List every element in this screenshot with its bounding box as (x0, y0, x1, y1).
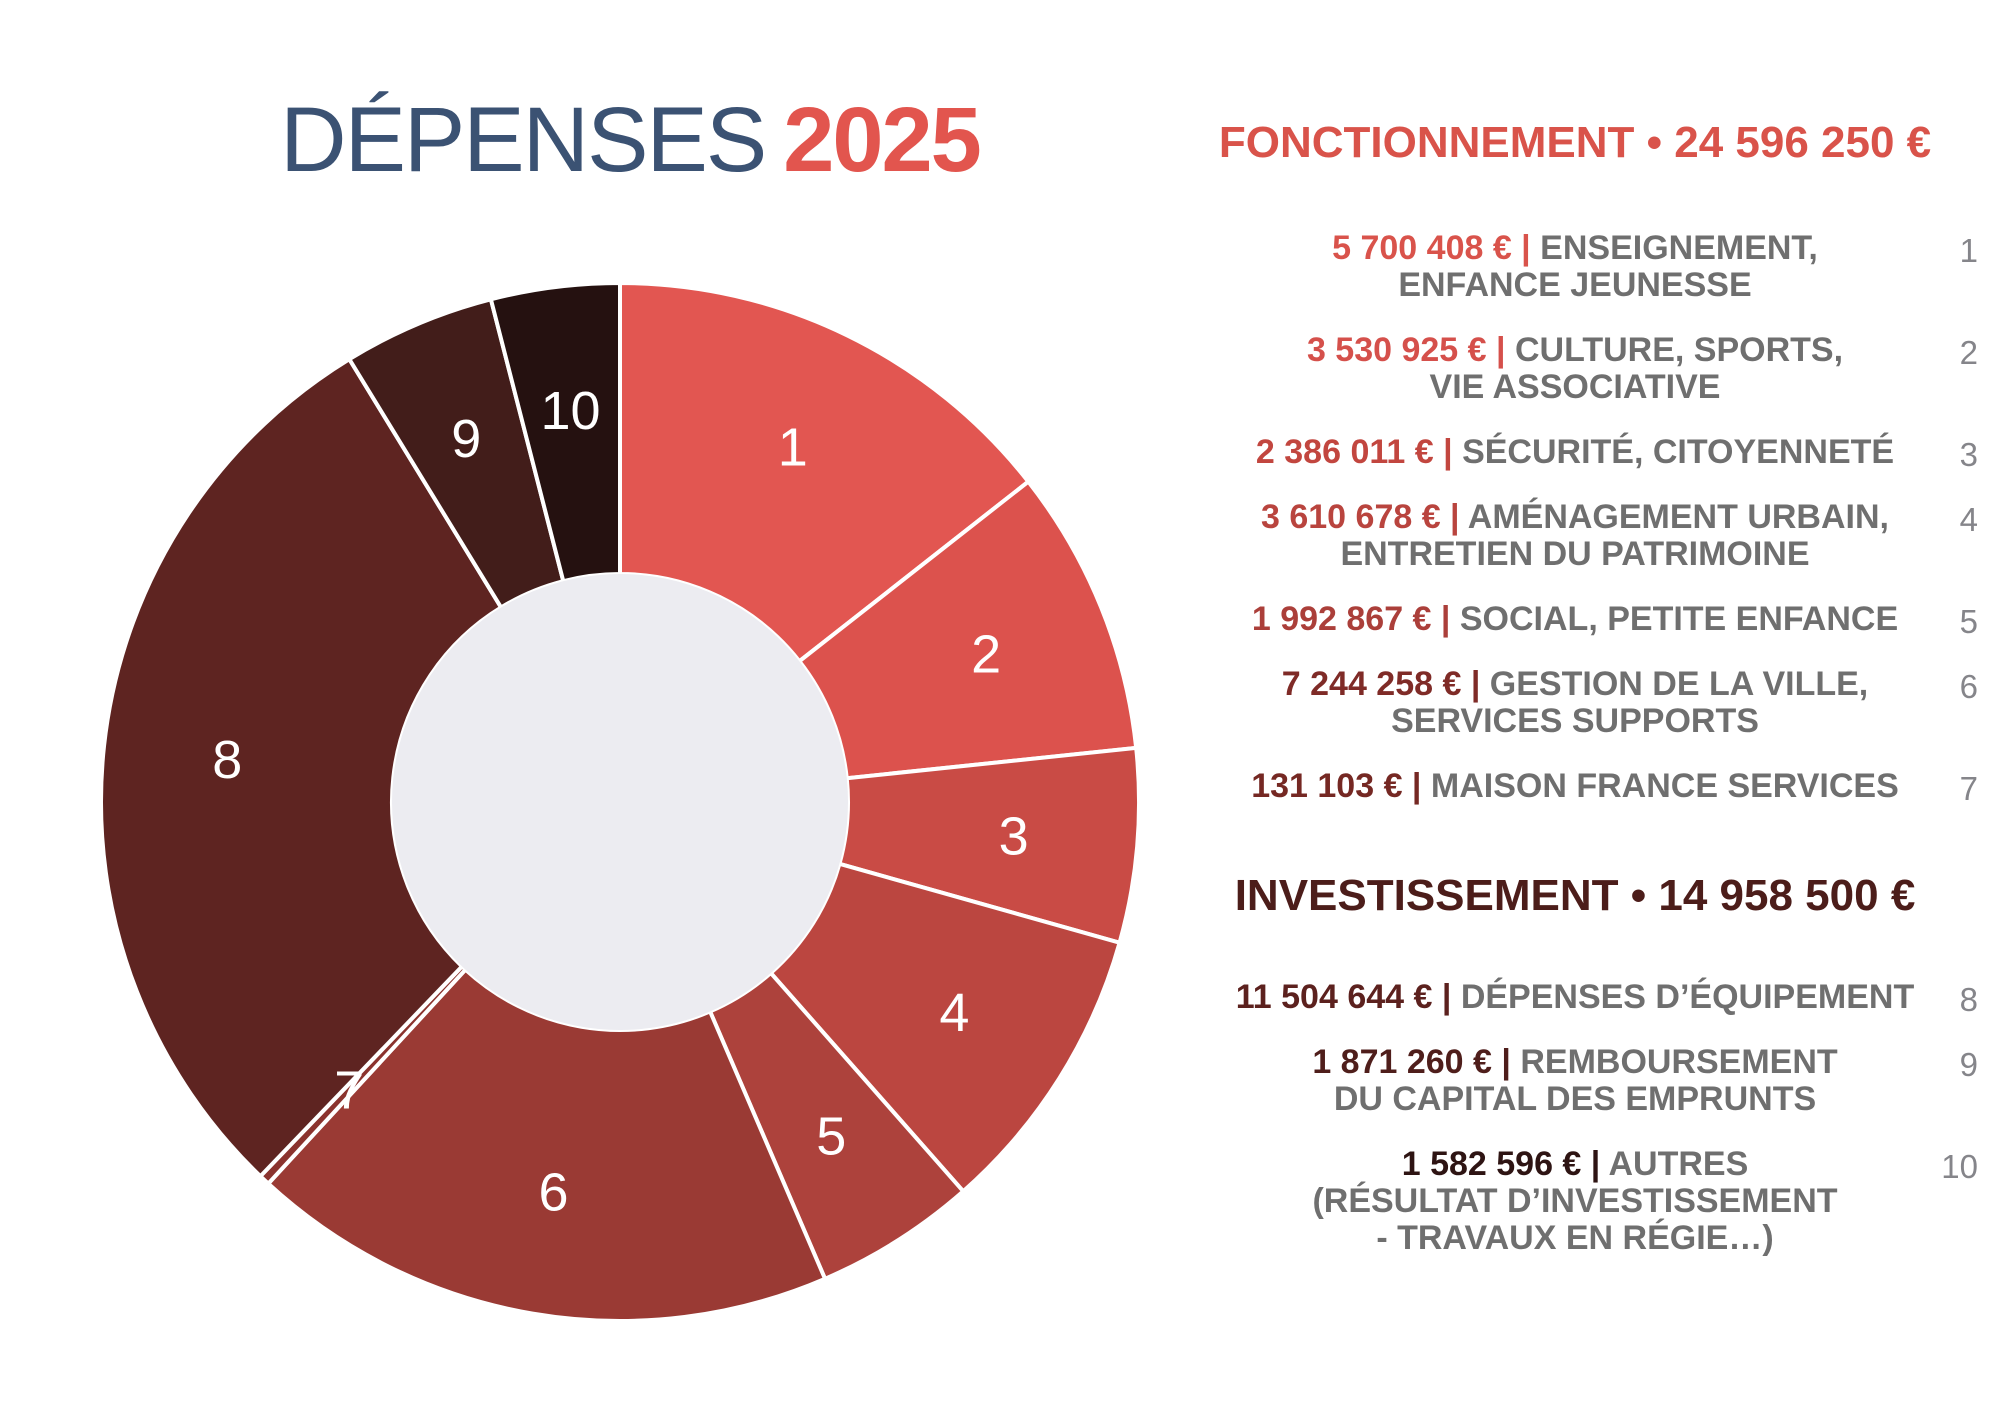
legend-item-5: 5 1 992 867 € | SOCIAL, PETITE ENFANCE (1180, 600, 1978, 641)
title-depenses: DÉPENSES (280, 89, 767, 191)
slice-label-1: 1 (778, 418, 808, 478)
legend-item-label: SERVICES SUPPORTS (1391, 702, 1759, 740)
legend-item-number: 3 (1959, 436, 1978, 473)
slice-label-5: 5 (816, 1107, 846, 1167)
legend-item-amount: 5 700 408 € | (1332, 229, 1531, 267)
legend-item-number: 10 (1941, 1148, 1978, 1185)
legend-item-2: 2 3 530 925 € | CULTURE, SPORTS, VIE ASS… (1180, 331, 1978, 406)
legend-item-9: 9 1 871 260 € | REMBOURSEMENT DU CAPITAL… (1180, 1043, 1978, 1118)
legend-item-amount: 7 244 258 € | (1281, 665, 1481, 703)
donut-hole (392, 574, 848, 1030)
section-heading-fonctionnement: FONCTIONNEMENT • 24 596 250 € (1218, 118, 1932, 167)
title-year: 2025 (783, 89, 982, 191)
legend-item-amount: 3 530 925 € | (1306, 331, 1506, 369)
legend-item-label: ENTRETIEN DU PATRIMOINE (1340, 535, 1810, 573)
donut-chart: 1 2 3 4 5 6 7 8 9 10 (99, 280, 1141, 1323)
legend-item-label: GESTION DE LA VILLE, (1489, 665, 1869, 703)
legend-item-label: AUTRES (1608, 1145, 1749, 1183)
slice-label-6: 6 (538, 1162, 568, 1222)
legend-item-amount: 1 992 867 € | (1251, 600, 1451, 638)
legend-item-amount: 11 504 644 € | (1235, 978, 1452, 1016)
legend-item-label: DU CAPITAL DES EMPRUNTS (1333, 1080, 1817, 1118)
legend-item-number: 2 (1959, 334, 1978, 371)
legend-item-amount: 1 582 596 € | (1401, 1145, 1601, 1183)
legend-item-label: CULTURE, SPORTS, (1514, 331, 1844, 369)
legend-item-10: 10 1 582 596 € | AUTRES (RÉSULTAT D’INVE… (1180, 1145, 1978, 1257)
legend-item-number: 7 (1959, 770, 1978, 807)
legend-item-number: 6 (1959, 668, 1978, 705)
legend-item-label: ENSEIGNEMENT, (1540, 229, 1818, 267)
legend-item-amount: 3 610 678 € | (1261, 498, 1460, 536)
slice-label-4: 4 (939, 983, 969, 1043)
legend-item-amount: 2 386 011 € | (1255, 433, 1453, 471)
legend-item-number: 4 (1959, 501, 1978, 538)
slice-label-2: 2 (971, 625, 1001, 685)
slice-label-10: 10 (540, 381, 600, 441)
legend-item-4: 4 3 610 678 € | AMÉNAGEMENT URBAIN, ENTR… (1180, 498, 1978, 573)
legend-item-amount: 1 871 260 € | (1312, 1043, 1511, 1081)
legend-item-label: (RÉSULTAT D’INVESTISSEMENT (1312, 1182, 1838, 1220)
legend-item-label: REMBOURSEMENT (1520, 1043, 1838, 1081)
legend-item-amount: 131 103 € | (1251, 767, 1422, 805)
legend-item-label: VIE ASSOCIATIVE (1429, 368, 1721, 406)
donut-slice-labels: 1 2 3 4 5 6 7 8 9 10 (212, 381, 1028, 1222)
slice-label-7: 7 (334, 1061, 364, 1121)
slice-label-9: 9 (451, 409, 481, 469)
legend-item-label: DÉPENSES D’ÉQUIPEMENT (1460, 978, 1915, 1016)
legend-item-label: - TRAVAUX EN RÉGIE…) (1376, 1219, 1774, 1257)
legend-item-3: 3 2 386 011 € | SÉCURITÉ, CITOYENNETÉ (1180, 433, 1978, 474)
legend-item-7: 7 131 103 € | MAISON FRANCE SERVICES (1180, 767, 1978, 808)
legend-item-6: 6 7 244 258 € | GESTION DE LA VILLE, SER… (1180, 665, 1978, 740)
legend-item-label: SOCIAL, PETITE ENFANCE (1459, 600, 1899, 638)
legend-item-label: ENFANCE JEUNESSE (1398, 266, 1752, 304)
legend: FONCTIONNEMENT • 24 596 250 € 1 5 700 40… (1180, 118, 1978, 1285)
legend-item-8: 8 11 504 644 € | DÉPENSES D’ÉQUIPEMENT (1180, 978, 1978, 1019)
donut-slice-8 (99, 356, 504, 1180)
legend-item-label: MAISON FRANCE SERVICES (1430, 767, 1899, 805)
legend-item-number: 9 (1959, 1046, 1978, 1083)
legend-item-1: 1 5 700 408 € | ENSEIGNEMENT, ENFANCE JE… (1180, 229, 1978, 304)
slice-label-8: 8 (212, 730, 242, 790)
section-heading-investissement: INVESTISSEMENT • 14 958 500 € (1234, 871, 1916, 920)
legend-item-label: SÉCURITÉ, CITOYENNETÉ (1462, 433, 1895, 471)
slice-label-3: 3 (999, 807, 1029, 867)
page-title: DÉPENSES 2025 (150, 88, 1110, 219)
legend-item-number: 5 (1959, 603, 1978, 640)
legend-item-label: AMÉNAGEMENT URBAIN, (1467, 498, 1889, 536)
legend-item-number: 1 (1959, 232, 1978, 269)
legend-item-number: 8 (1959, 981, 1978, 1018)
